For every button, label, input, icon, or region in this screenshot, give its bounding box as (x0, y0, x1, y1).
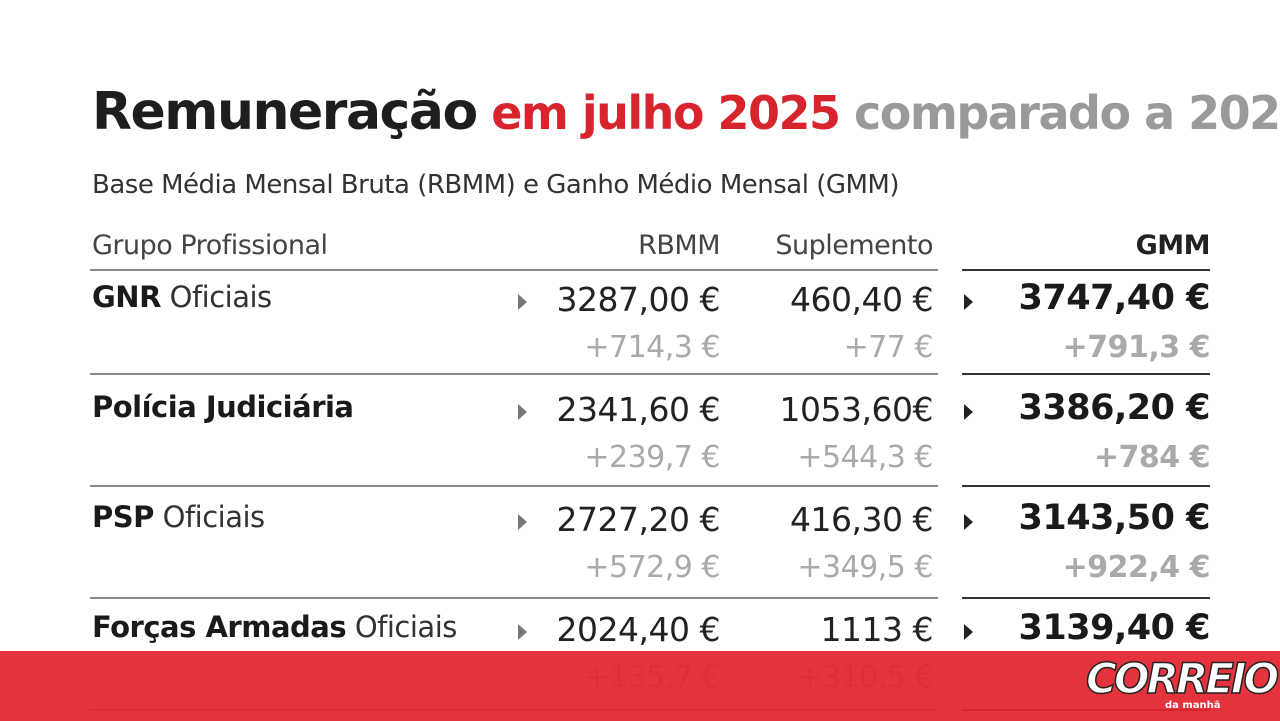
arrow (518, 514, 527, 530)
title-main: Remuneração (92, 82, 478, 142)
gmm: 3386,20 € (1018, 388, 1211, 428)
rbmm: 2341,60 € (556, 390, 721, 429)
rule (962, 269, 1210, 271)
arrow (518, 294, 527, 310)
rule (962, 373, 1210, 375)
logo: CORREIO (1085, 653, 1280, 704)
col-header: RBMM (638, 230, 720, 261)
subtitle: Base Média Mensal Bruta (RBMM) e Ganho M… (92, 170, 900, 200)
gmm: 3143,50 € (1018, 498, 1211, 538)
row-label-bold: PSP (92, 500, 154, 534)
suplemento: 1113 € (820, 610, 934, 649)
arrow (964, 624, 973, 640)
row-label: Polícia Judiciária (92, 390, 354, 424)
suplemento-diff: +349,5 € (797, 550, 933, 585)
title-highlight: em julho 2025 (491, 86, 841, 140)
col-header: Suplemento (775, 230, 933, 261)
suplemento: 460,40 € (790, 280, 933, 319)
title: Remuneração em julho 2025 comparado a 20… (92, 82, 1280, 142)
gmm-diff: +791,3 € (1062, 330, 1211, 365)
row-label: Forças Armadas Oficiais (92, 610, 457, 644)
rule (962, 597, 1210, 599)
gmm-diff: +922,4 € (1062, 550, 1211, 585)
footer-bar (0, 651, 1280, 721)
rbmm-diff: +239,7 € (584, 440, 720, 475)
gmm: 3139,40 € (1018, 608, 1211, 648)
row-label: GNR Oficiais (92, 280, 272, 314)
row-label-bold: Forças Armadas (92, 610, 347, 644)
rbmm: 2727,20 € (556, 500, 721, 539)
title-suffix: comparado a 2020 (854, 86, 1280, 140)
suplemento: 416,30 € (790, 500, 933, 539)
rbmm: 2024,40 € (556, 610, 721, 649)
rule (90, 373, 938, 375)
arrow (518, 404, 527, 420)
suplemento-diff: +544,3 € (797, 440, 933, 475)
rbmm-diff: +572,9 € (584, 550, 720, 585)
row-label: PSP Oficiais (92, 500, 265, 534)
rule (90, 485, 938, 487)
row-label-bold: GNR (92, 280, 161, 314)
rule (90, 597, 938, 599)
col-header: Grupo Profissional (92, 230, 328, 261)
rbmm: 3287,00 € (556, 280, 721, 319)
arrow (964, 294, 973, 310)
row-label-bold: Polícia Judiciária (92, 390, 354, 424)
gmm-diff: +784 € (1093, 440, 1211, 475)
row-label-rest: Oficiais (354, 610, 458, 644)
row-label-rest: Oficiais (162, 500, 266, 534)
arrow (518, 624, 527, 640)
row-label-rest: Oficiais (169, 280, 273, 314)
rbmm-diff: +714,3 € (584, 330, 720, 365)
suplemento: 1053,60€ (779, 390, 934, 429)
suplemento-diff: +77 € (843, 330, 934, 365)
logo-sub: da manhã (1165, 700, 1221, 711)
rule (962, 485, 1210, 487)
arrow (964, 514, 973, 530)
gmm: 3747,40 € (1018, 278, 1211, 318)
arrow (964, 404, 973, 420)
col-header: GMM (1135, 230, 1211, 261)
rule (90, 269, 938, 271)
